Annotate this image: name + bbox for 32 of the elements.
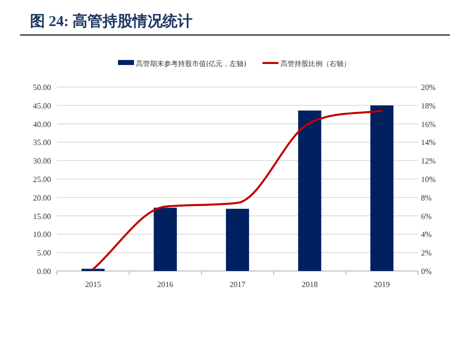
y-tick-label: 0.00 [37,267,51,276]
y-tick-label: 5.00 [37,248,51,258]
y-tick-label: 20.00 [33,193,51,202]
x-tick-label: 2018 [302,280,318,289]
x-tick-label: 2017 [230,280,246,289]
bar [226,208,250,271]
x-tick-label: 2019 [374,280,390,289]
y2-tick-label: 14% [421,138,436,148]
bar [370,105,394,271]
y-tick-label: 50.00 [33,83,51,92]
y2-tick-label: 6% [421,212,432,221]
y-tick-label: 45.00 [33,101,51,110]
chart-title: 图 24: 高管持股情况统计 [30,12,192,30]
y2-tick-label: 8% [421,193,432,202]
y-tick-label: 30.00 [33,156,51,166]
y2-tick-label: 0% [421,267,432,276]
y2-tick-label: 4% [421,230,432,240]
y2-tick-label: 16% [421,120,436,129]
y-tick-label: 25.00 [33,175,51,184]
x-tick-label: 2016 [157,280,174,289]
y2-tick-label: 10% [421,175,436,184]
y-tick-label: 10.00 [33,230,51,240]
bar [154,208,177,271]
bar [298,110,322,271]
y2-tick-label: 12% [421,156,436,166]
y-tick-label: 40.00 [33,120,51,129]
y2-tick-label: 18% [421,101,436,110]
y-tick-label: 15.00 [33,212,51,221]
y-tick-label: 35.00 [33,138,51,148]
y2-tick-label: 2% [421,248,432,258]
x-tick-label: 2015 [85,280,102,289]
y2-tick-label: 20% [421,83,436,92]
